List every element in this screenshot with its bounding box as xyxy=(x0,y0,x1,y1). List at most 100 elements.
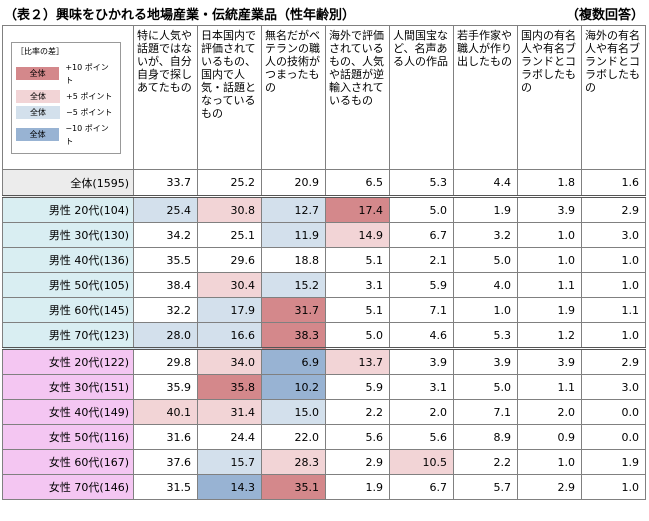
row-label: 男性 20代(104) xyxy=(2,196,134,223)
table-cell: 1.0 xyxy=(453,297,518,323)
legend: ［比率の差］ 全体 +10 ポイント 全体 +5 ポイント 全体 −5 ポイント xyxy=(11,41,121,154)
table-cell: 4.4 xyxy=(453,169,518,198)
table-cell: 0.9 xyxy=(517,424,582,450)
table-row: 女性 40代(149) 40.1 31.4 15.0 2.2 2.0 7.1 2.0 0.0 xyxy=(2,399,646,425)
table-cell: 2.9 xyxy=(517,474,582,500)
table-cell: 1.0 xyxy=(517,247,582,273)
legend-text: −5 ポイント xyxy=(66,107,113,117)
table-row: 男性 60代(145) 32.2 17.9 31.7 5.1 7.1 1.0 1.9 1.1 xyxy=(2,297,646,323)
table-cell: 35.5 xyxy=(133,247,198,273)
table-cell: 33.7 xyxy=(133,169,198,198)
column-header: 国内の有名人や有名ブランドとコラボしたもの xyxy=(517,25,582,170)
table-cell: 25.2 xyxy=(197,169,262,198)
table-cell: 5.0 xyxy=(453,374,518,400)
legend-cell: ［比率の差］ 全体 +10 ポイント 全体 +5 ポイント 全体 −5 ポイント xyxy=(2,25,134,170)
row-label: 全体(1595) xyxy=(2,169,134,198)
table-row: 男性 30代(130) 34.2 25.1 11.9 14.9 6.7 3.2 1.0 3.0 xyxy=(2,222,646,248)
table-cell: 6.5 xyxy=(325,169,390,198)
table-cell: 15.0 xyxy=(261,399,326,425)
legend-text: +10 ポイント xyxy=(65,62,109,85)
row-label: 男性 40代(136) xyxy=(2,247,134,273)
table-cell: 1.1 xyxy=(581,297,646,323)
table-cell: 2.9 xyxy=(325,449,390,475)
column-header: 特に人気や話題ではないが、自分自身で探しあてたもの xyxy=(133,25,198,170)
table-cell: 1.9 xyxy=(325,474,390,500)
table-title: （表２）興味をひかれる地場産業・伝統産業品（性年齢別） xyxy=(4,7,356,23)
legend-swatch: 全体 xyxy=(16,128,60,141)
table-cell: 4.0 xyxy=(453,272,518,298)
table-cell: 37.6 xyxy=(133,449,198,475)
table-cell: 3.9 xyxy=(517,348,582,375)
legend-text: +5 ポイント xyxy=(66,91,113,101)
table-row: 女性 50代(116) 31.6 24.4 22.0 5.6 5.6 8.9 0.9 0.0 xyxy=(2,424,646,450)
legend-item-plus5: 全体 +5 ポイント xyxy=(16,89,116,103)
table-cell: 5.6 xyxy=(325,424,390,450)
table-cell: 16.6 xyxy=(197,322,262,350)
table-cell: 34.0 xyxy=(197,348,262,375)
table-cell: 3.9 xyxy=(517,196,582,223)
legend-swatch: 全体 xyxy=(16,67,60,80)
table-cell: 3.9 xyxy=(453,348,518,375)
legend-swatch: 全体 xyxy=(16,89,60,103)
table-cell: 29.8 xyxy=(133,348,198,375)
table-cell: 1.0 xyxy=(581,322,646,350)
table-cell: 1.0 xyxy=(517,449,582,475)
table-cell: 28.3 xyxy=(261,449,326,475)
table-cell: 17.4 xyxy=(325,196,390,223)
table-cell: 28.0 xyxy=(133,322,198,350)
table-cell: 5.9 xyxy=(389,272,454,298)
table-cell: 3.9 xyxy=(389,348,454,375)
table-cell: 31.5 xyxy=(133,474,198,500)
table-cell: 11.9 xyxy=(261,222,326,248)
table-cell: 14.9 xyxy=(325,222,390,248)
table-body: 全体(1595) 33.7 25.2 20.9 6.5 5.3 4.4 1.8 1.6 男性 20… xyxy=(2,169,646,500)
row-label: 男性 60代(145) xyxy=(2,297,134,323)
table-cell: 5.0 xyxy=(325,322,390,350)
table-cell: 18.8 xyxy=(261,247,326,273)
table-cell: 30.4 xyxy=(197,272,262,298)
table-cell: 3.1 xyxy=(325,272,390,298)
table-cell: 5.9 xyxy=(325,374,390,400)
table-cell: 15.2 xyxy=(261,272,326,298)
table-cell: 1.8 xyxy=(517,169,582,198)
table-cell: 6.7 xyxy=(389,474,454,500)
table-cell: 5.1 xyxy=(325,247,390,273)
legend-item-minus10: 全体 −10 ポイント xyxy=(16,122,116,148)
column-header: 若手作家や職人が作り出したもの xyxy=(453,25,518,170)
header-row: ［比率の差］ 全体 +10 ポイント 全体 +5 ポイント 全体 −5 ポイント xyxy=(2,25,646,170)
row-label: 女性 30代(151) xyxy=(2,374,134,400)
column-header: 海外の有名人や有名ブランドとコラボしたもの xyxy=(581,25,646,170)
table-cell: 5.0 xyxy=(453,247,518,273)
table-row: 女性 60代(167) 37.6 15.7 28.3 2.9 10.5 2.2 1.0 1.9 xyxy=(2,449,646,475)
table-cell: 2.1 xyxy=(389,247,454,273)
table-cell: 12.7 xyxy=(261,196,326,223)
row-label: 男性 50代(105) xyxy=(2,272,134,298)
table-cell: 1.2 xyxy=(517,322,582,350)
row-label: 男性 30代(130) xyxy=(2,222,134,248)
multiple-answer-note: （複数回答） xyxy=(565,7,644,23)
table-row: 男性 70代(123) 28.0 16.6 38.3 5.0 4.6 5.3 1.2 1.0 xyxy=(2,322,646,350)
table-cell: 24.4 xyxy=(197,424,262,450)
table-cell: 5.3 xyxy=(453,322,518,350)
table-cell: 20.9 xyxy=(261,169,326,198)
table-cell: 1.1 xyxy=(517,272,582,298)
table-row: 女性 30代(151) 35.9 35.8 10.2 5.9 3.1 5.0 1.1 3.0 xyxy=(2,374,646,400)
table-row: 女性 70代(146) 31.5 14.3 35.1 1.9 6.7 5.7 2.9 1.0 xyxy=(2,474,646,500)
table-cell: 2.9 xyxy=(581,196,646,223)
table-cell: 25.1 xyxy=(197,222,262,248)
table-cell: 1.0 xyxy=(581,247,646,273)
table-cell: 31.7 xyxy=(261,297,326,323)
row-label: 女性 70代(146) xyxy=(2,474,134,500)
row-label: 男性 70代(123) xyxy=(2,322,134,350)
table-row: 女性 20代(122) 29.8 34.0 6.9 13.7 3.9 3.9 3.9 2.9 xyxy=(2,348,646,375)
table-cell: 1.1 xyxy=(517,374,582,400)
table-cell: 5.6 xyxy=(389,424,454,450)
legend-swatch: 全体 xyxy=(16,105,60,119)
table-cell: 2.9 xyxy=(581,348,646,375)
row-label: 女性 20代(122) xyxy=(2,348,134,375)
table-cell: 0.0 xyxy=(581,424,646,450)
table-cell: 10.2 xyxy=(261,374,326,400)
column-header: 日本国内で評価されているもの、国内で人気・話題となっているもの xyxy=(197,25,262,170)
table-cell: 3.2 xyxy=(453,222,518,248)
table-cell: 3.1 xyxy=(389,374,454,400)
